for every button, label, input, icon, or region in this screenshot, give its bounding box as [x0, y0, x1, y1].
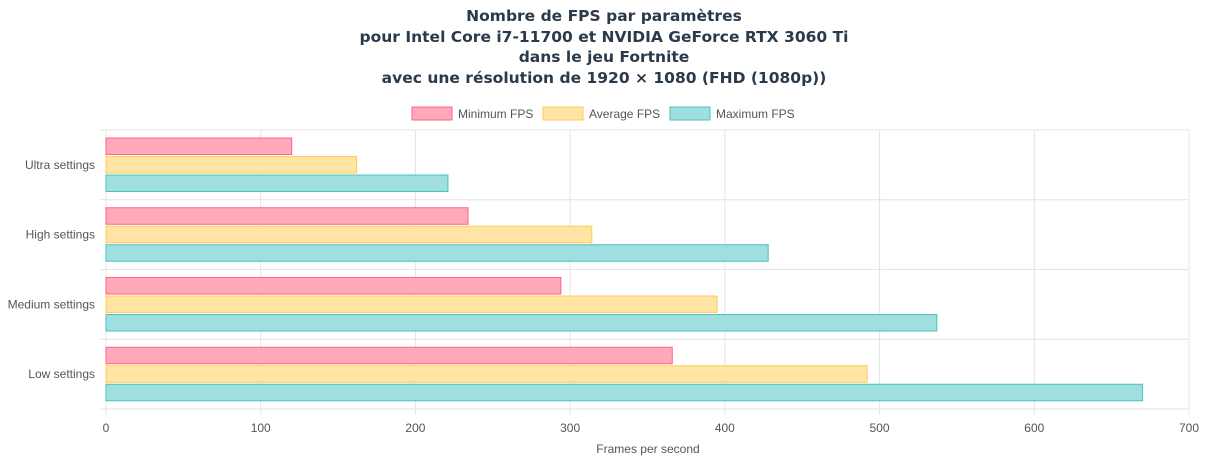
chart-title-line-3: dans le jeu Fortnite [518, 48, 690, 66]
bar [105, 156, 358, 174]
x-tick-label: 700 [1179, 421, 1199, 435]
x-axis-labels: 0 100 200 300 400 500 600 700 [103, 421, 1200, 435]
legend: Minimum FPS Average FPS Maximum FPS [411, 106, 795, 121]
bar [105, 207, 469, 225]
chart-title-line-4: avec une résolution de 1920 × 1080 (FHD … [381, 68, 827, 87]
legend-label: Average FPS [589, 107, 660, 121]
x-tick-label: 100 [251, 421, 271, 435]
chart-title-line-1: Nombre de FPS par paramètres [466, 7, 742, 25]
legend-swatch [669, 106, 711, 121]
legend-label: Maximum FPS [716, 107, 795, 121]
y-tick-label: High settings [26, 228, 95, 242]
x-tick-label: 200 [405, 421, 425, 435]
x-tick-label: 0 [103, 421, 110, 435]
bar [105, 383, 1144, 402]
x-axis-title: Frames per second [596, 442, 699, 456]
y-tick-label: Medium settings [8, 297, 95, 311]
bar [105, 137, 293, 155]
legend-item[interactable]: Average FPS [542, 106, 660, 121]
bar [105, 225, 593, 244]
x-tick-label: 300 [560, 421, 580, 435]
x-tick-label: 400 [715, 421, 735, 435]
x-tick-label: 600 [1024, 421, 1044, 435]
y-axis-labels: Ultra settings High settings Medium settin… [8, 158, 95, 381]
bar [105, 277, 562, 295]
grid [100, 129, 1190, 415]
legend-item[interactable]: Maximum FPS [669, 106, 795, 121]
legend-item[interactable]: Minimum FPS [411, 106, 533, 121]
bar [105, 346, 673, 365]
legend-label: Minimum FPS [458, 107, 533, 121]
bar [105, 314, 938, 332]
y-tick-label: Ultra settings [25, 158, 95, 172]
chart-title: Nombre de FPS par paramètres pour Intel … [0, 6, 1208, 88]
legend-swatch [542, 106, 584, 121]
bar [105, 295, 718, 313]
y-tick-label: Low settings [28, 367, 95, 381]
bars [105, 137, 1144, 402]
x-tick-label: 500 [870, 421, 890, 435]
bar [105, 244, 769, 262]
legend-swatch [411, 106, 453, 121]
bar [105, 174, 449, 192]
bar [105, 365, 868, 383]
chart-title-line-2: pour Intel Core i7-11700 et NVIDIA GeFor… [359, 27, 849, 46]
